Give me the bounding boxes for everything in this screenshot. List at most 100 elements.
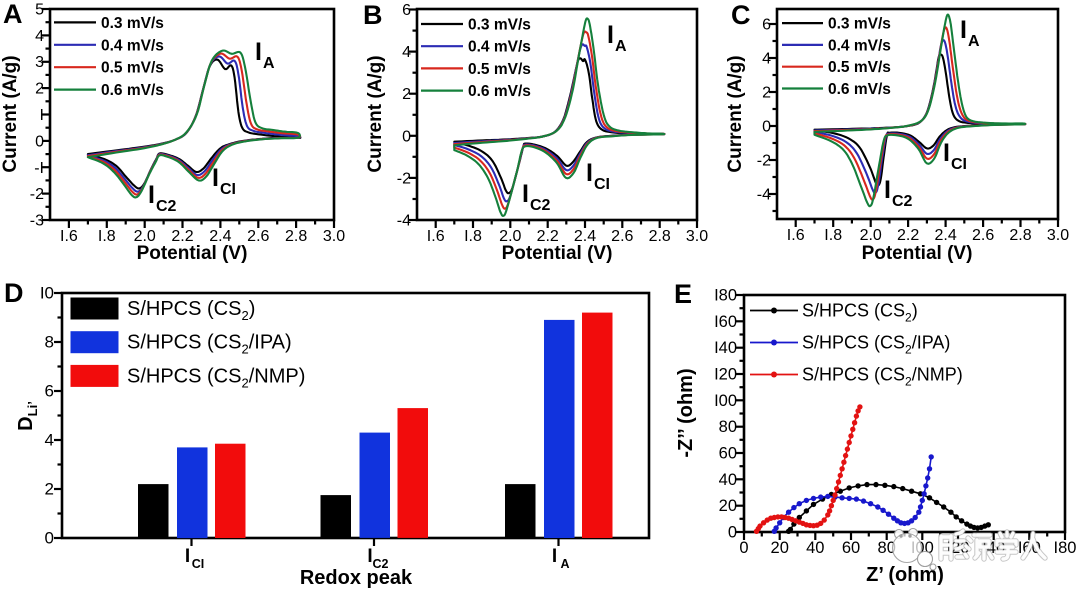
svg-text:I80: I80 bbox=[714, 287, 737, 305]
svg-text:2.4: 2.4 bbox=[934, 227, 956, 244]
svg-text:-4: -4 bbox=[397, 213, 411, 230]
svg-text:I: I bbox=[552, 546, 557, 567]
svg-text:0.4 mV/s: 0.4 mV/s bbox=[101, 37, 164, 54]
svg-text:6: 6 bbox=[762, 17, 771, 34]
svg-text:0.6 mV/s: 0.6 mV/s bbox=[468, 83, 531, 100]
svg-text:C2: C2 bbox=[156, 198, 177, 215]
svg-text:0.6 mV/s: 0.6 mV/s bbox=[828, 81, 891, 98]
svg-text:-Z’’ (ohm): -Z’’ (ohm) bbox=[675, 368, 697, 457]
svg-text:0: 0 bbox=[762, 119, 771, 136]
svg-text:60: 60 bbox=[842, 539, 860, 557]
svg-text:0.6 mV/s: 0.6 mV/s bbox=[101, 82, 164, 99]
svg-text:80: 80 bbox=[878, 539, 896, 557]
svg-text:I: I bbox=[212, 164, 219, 192]
svg-text:6: 6 bbox=[45, 382, 54, 401]
svg-text:0.3 mV/s: 0.3 mV/s bbox=[468, 17, 531, 34]
svg-text:B: B bbox=[363, 0, 383, 30]
svg-text:Potential (V): Potential (V) bbox=[862, 243, 973, 264]
svg-text:20: 20 bbox=[719, 497, 737, 515]
svg-text:CI: CI bbox=[951, 156, 967, 173]
svg-text:C2: C2 bbox=[373, 557, 389, 571]
svg-text:Potential (V): Potential (V) bbox=[502, 243, 613, 264]
svg-text:I60: I60 bbox=[714, 313, 737, 331]
svg-text:I20: I20 bbox=[714, 366, 737, 384]
svg-text:40: 40 bbox=[719, 471, 737, 489]
svg-text:D: D bbox=[4, 278, 24, 308]
svg-text:20: 20 bbox=[771, 539, 789, 557]
svg-text:0.3 mV/s: 0.3 mV/s bbox=[101, 15, 164, 32]
svg-text:0.5 mV/s: 0.5 mV/s bbox=[468, 61, 531, 78]
svg-text:C2: C2 bbox=[892, 193, 913, 210]
svg-text:4: 4 bbox=[45, 431, 54, 450]
svg-text:4: 4 bbox=[762, 51, 771, 68]
svg-text:CI: CI bbox=[594, 176, 610, 193]
svg-text:I: I bbox=[607, 21, 614, 49]
svg-text:0: 0 bbox=[739, 539, 748, 557]
svg-text:A: A bbox=[560, 557, 569, 571]
svg-text:3.0: 3.0 bbox=[1047, 227, 1069, 244]
svg-text:-2: -2 bbox=[397, 170, 411, 187]
svg-text:2.2: 2.2 bbox=[897, 227, 919, 244]
svg-text:2.8: 2.8 bbox=[1009, 227, 1031, 244]
svg-text:0.5 mV/s: 0.5 mV/s bbox=[828, 59, 891, 76]
svg-text:-2: -2 bbox=[757, 153, 771, 170]
svg-text:I0: I0 bbox=[40, 284, 54, 303]
svg-text:I: I bbox=[40, 107, 44, 124]
svg-text:2.0: 2.0 bbox=[134, 228, 156, 245]
svg-text:2.6: 2.6 bbox=[611, 228, 633, 245]
svg-text:I.6: I.6 bbox=[787, 227, 805, 244]
svg-text:I: I bbox=[586, 159, 593, 187]
svg-text:Current (A/g): Current (A/g) bbox=[725, 55, 746, 172]
svg-text:I80: I80 bbox=[1054, 539, 1077, 557]
svg-text:3.0: 3.0 bbox=[323, 228, 345, 245]
svg-text:2.6: 2.6 bbox=[972, 227, 994, 244]
svg-text:A: A bbox=[263, 55, 275, 72]
svg-text:I: I bbox=[255, 38, 262, 66]
svg-text:I40: I40 bbox=[714, 339, 737, 357]
svg-text:2.8: 2.8 bbox=[649, 228, 671, 245]
svg-text:I: I bbox=[884, 176, 891, 204]
svg-text:2: 2 bbox=[45, 480, 54, 499]
svg-text:I.8: I.8 bbox=[464, 228, 482, 245]
svg-text:0: 0 bbox=[402, 128, 411, 145]
svg-text:I00: I00 bbox=[714, 392, 737, 410]
svg-text:I.8: I.8 bbox=[824, 227, 842, 244]
svg-text:S/HPCS (CS2): S/HPCS (CS2) bbox=[127, 298, 255, 323]
svg-text:0: 0 bbox=[728, 524, 737, 542]
svg-text:0.4 mV/s: 0.4 mV/s bbox=[828, 37, 891, 54]
svg-text:0.3 mV/s: 0.3 mV/s bbox=[828, 16, 891, 33]
svg-text:A: A bbox=[615, 38, 627, 55]
svg-text:0.5 mV/s: 0.5 mV/s bbox=[101, 60, 164, 77]
svg-text:2.2: 2.2 bbox=[171, 228, 193, 245]
svg-text:40: 40 bbox=[806, 539, 824, 557]
svg-text:2: 2 bbox=[402, 86, 411, 103]
svg-text:0: 0 bbox=[45, 529, 54, 548]
svg-text:Current (A/g): Current (A/g) bbox=[0, 55, 21, 172]
svg-text:C2: C2 bbox=[530, 197, 551, 214]
svg-text:2.0: 2.0 bbox=[499, 228, 521, 245]
svg-text:I.6: I.6 bbox=[60, 228, 78, 245]
svg-text:I.8: I.8 bbox=[98, 228, 116, 245]
svg-text:2.0: 2.0 bbox=[860, 227, 882, 244]
svg-text:A: A bbox=[968, 33, 980, 50]
svg-text:2: 2 bbox=[35, 81, 44, 98]
svg-text:I: I bbox=[522, 180, 529, 208]
svg-text:CI: CI bbox=[192, 557, 205, 571]
svg-text:80: 80 bbox=[719, 418, 737, 436]
svg-text:A: A bbox=[3, 0, 23, 29]
svg-text:5: 5 bbox=[35, 2, 44, 19]
svg-text:E: E bbox=[674, 279, 692, 309]
svg-text:-I: -I bbox=[34, 160, 44, 177]
svg-text:2.4: 2.4 bbox=[209, 228, 231, 245]
svg-text:4: 4 bbox=[402, 44, 411, 61]
svg-text:I: I bbox=[960, 16, 967, 44]
svg-text:S/HPCS (CS2/IPA): S/HPCS (CS2/IPA) bbox=[127, 332, 292, 357]
svg-text:-4: -4 bbox=[757, 187, 771, 204]
svg-text:CI: CI bbox=[220, 181, 236, 198]
svg-text:-3: -3 bbox=[30, 213, 44, 230]
svg-text:0: 0 bbox=[35, 133, 44, 150]
svg-text:I: I bbox=[367, 546, 372, 567]
svg-text:I: I bbox=[148, 181, 155, 209]
svg-text:2.4: 2.4 bbox=[574, 228, 596, 245]
svg-text:Z’ (ohm): Z’ (ohm) bbox=[866, 564, 944, 586]
